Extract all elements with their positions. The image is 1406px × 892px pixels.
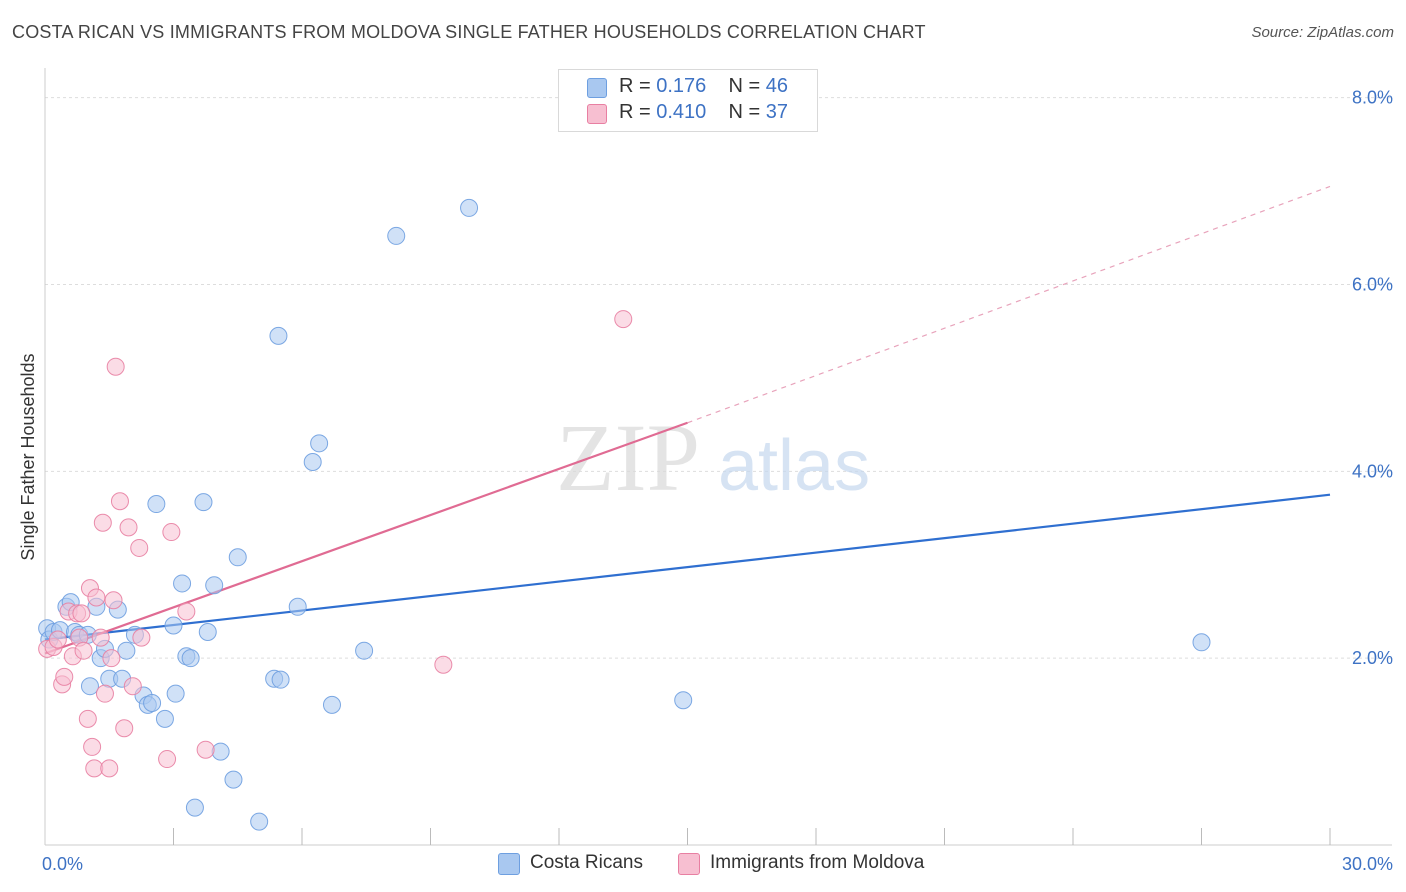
series-swatch-moldova	[678, 853, 700, 875]
costa-rican-point	[143, 694, 162, 713]
chart-source: Source: ZipAtlas.com	[1251, 24, 1394, 41]
x-tick-label: 0.0%	[42, 854, 83, 874]
watermark-atlas: atlas	[718, 426, 870, 506]
costa-rican-point	[211, 742, 230, 761]
costa-rican-point	[117, 641, 136, 660]
moldova-point	[104, 591, 123, 610]
y-tick-label: 4.0%	[1352, 461, 1393, 481]
axes	[44, 68, 1392, 846]
costa-rican-point	[185, 798, 204, 817]
gridlines	[45, 97, 1392, 659]
moldova-point	[95, 684, 114, 703]
costa-rican-point	[155, 709, 174, 728]
correlation-legend: R = 0.176 N = 46 R = 0.410 N = 37	[558, 69, 818, 132]
r-value: 0.176	[656, 75, 707, 97]
moldova-point	[119, 518, 138, 537]
costa-rican-point	[310, 434, 329, 453]
moldova-point	[130, 538, 149, 557]
moldova-point	[93, 513, 112, 532]
n-value: 37	[765, 101, 789, 123]
moldova-point	[115, 719, 134, 738]
trend-lines	[44, 185, 1331, 655]
watermark-zip: ZIP	[556, 404, 700, 511]
costa-rican-point	[80, 677, 99, 696]
costa-rican-point	[303, 453, 322, 471]
costa-rican-point	[181, 649, 200, 668]
moldova-point	[162, 523, 181, 542]
moldova-point	[123, 677, 142, 696]
series-swatch-costa-ricans	[498, 853, 520, 875]
r-value: 0.410	[656, 101, 707, 123]
trend-line-moldova	[44, 421, 688, 655]
moldova-point	[106, 357, 125, 376]
moldova-point	[55, 667, 74, 686]
moldova-point	[102, 649, 121, 668]
costa-rican-point	[250, 812, 269, 831]
legend-stats-moldova: R = 0.410 N = 37	[619, 101, 788, 124]
legend-swatch-moldova	[587, 104, 607, 124]
costa-rican-point	[269, 326, 288, 345]
costa-rican-point	[164, 616, 183, 635]
moldova-point	[48, 630, 67, 649]
costa-rican-point	[674, 691, 693, 710]
costa-rican-point	[460, 198, 479, 217]
moldova-point	[132, 628, 151, 647]
series-label-costa-ricans: Costa Ricans	[530, 852, 643, 873]
costa-rican-point	[271, 670, 290, 689]
chart-title: COSTA RICAN VS IMMIGRANTS FROM MOLDOVA S…	[12, 22, 926, 42]
n-label: N =	[728, 75, 761, 97]
moldova-point	[72, 604, 91, 623]
y-tick-label: 2.0%	[1352, 648, 1393, 668]
moldova-point	[83, 737, 102, 756]
moldova-point	[614, 310, 633, 329]
data-points	[38, 198, 1211, 831]
moldova-point	[196, 740, 215, 759]
costa-rican-point	[288, 597, 307, 616]
costa-rican-point	[355, 641, 374, 660]
costa-rican-point	[173, 574, 192, 593]
trend-extension-moldova	[687, 185, 1331, 424]
moldova-point	[177, 602, 196, 621]
moldova-point	[85, 759, 104, 778]
costa-rican-point	[224, 770, 243, 789]
moldova-point	[158, 750, 177, 769]
moldova-point	[74, 641, 93, 660]
costa-rican-point	[147, 495, 166, 514]
moldova-point	[78, 709, 97, 728]
tick-labels: 2.0% 4.0% 6.0% 8.0% 0.0% 30.0%	[42, 88, 1393, 874]
moldova-point	[110, 492, 129, 511]
legend-swatch-costa-ricans	[587, 78, 607, 98]
legend-stats-costa-ricans: R = 0.176 N = 46	[619, 75, 788, 98]
y-tick-label: 6.0%	[1352, 275, 1393, 295]
costa-rican-point	[194, 493, 213, 512]
costa-rican-point	[322, 695, 341, 714]
moldova-point	[434, 655, 453, 674]
x-tick-label: 30.0%	[1342, 854, 1393, 874]
n-label: N =	[728, 101, 761, 123]
watermark: ZIP atlas	[556, 404, 870, 511]
moldova-point	[91, 628, 110, 647]
costa-rican-point	[205, 576, 224, 595]
moldova-point	[87, 588, 106, 607]
trend-line-costa-ricans	[44, 493, 1331, 641]
n-value: 46	[765, 75, 789, 97]
series-label-moldova: Immigrants from Moldova	[710, 852, 925, 873]
r-label: R =	[619, 101, 651, 123]
costa-rican-point	[387, 226, 406, 245]
r-label: R =	[619, 75, 651, 97]
costa-rican-point	[166, 684, 185, 703]
costa-rican-point	[228, 548, 247, 567]
costa-rican-point	[1192, 633, 1211, 652]
moldova-point	[100, 759, 119, 778]
y-tick-label: 8.0%	[1352, 88, 1393, 108]
y-axis-label: Single Father Households	[18, 353, 38, 560]
costa-rican-point	[198, 623, 217, 642]
